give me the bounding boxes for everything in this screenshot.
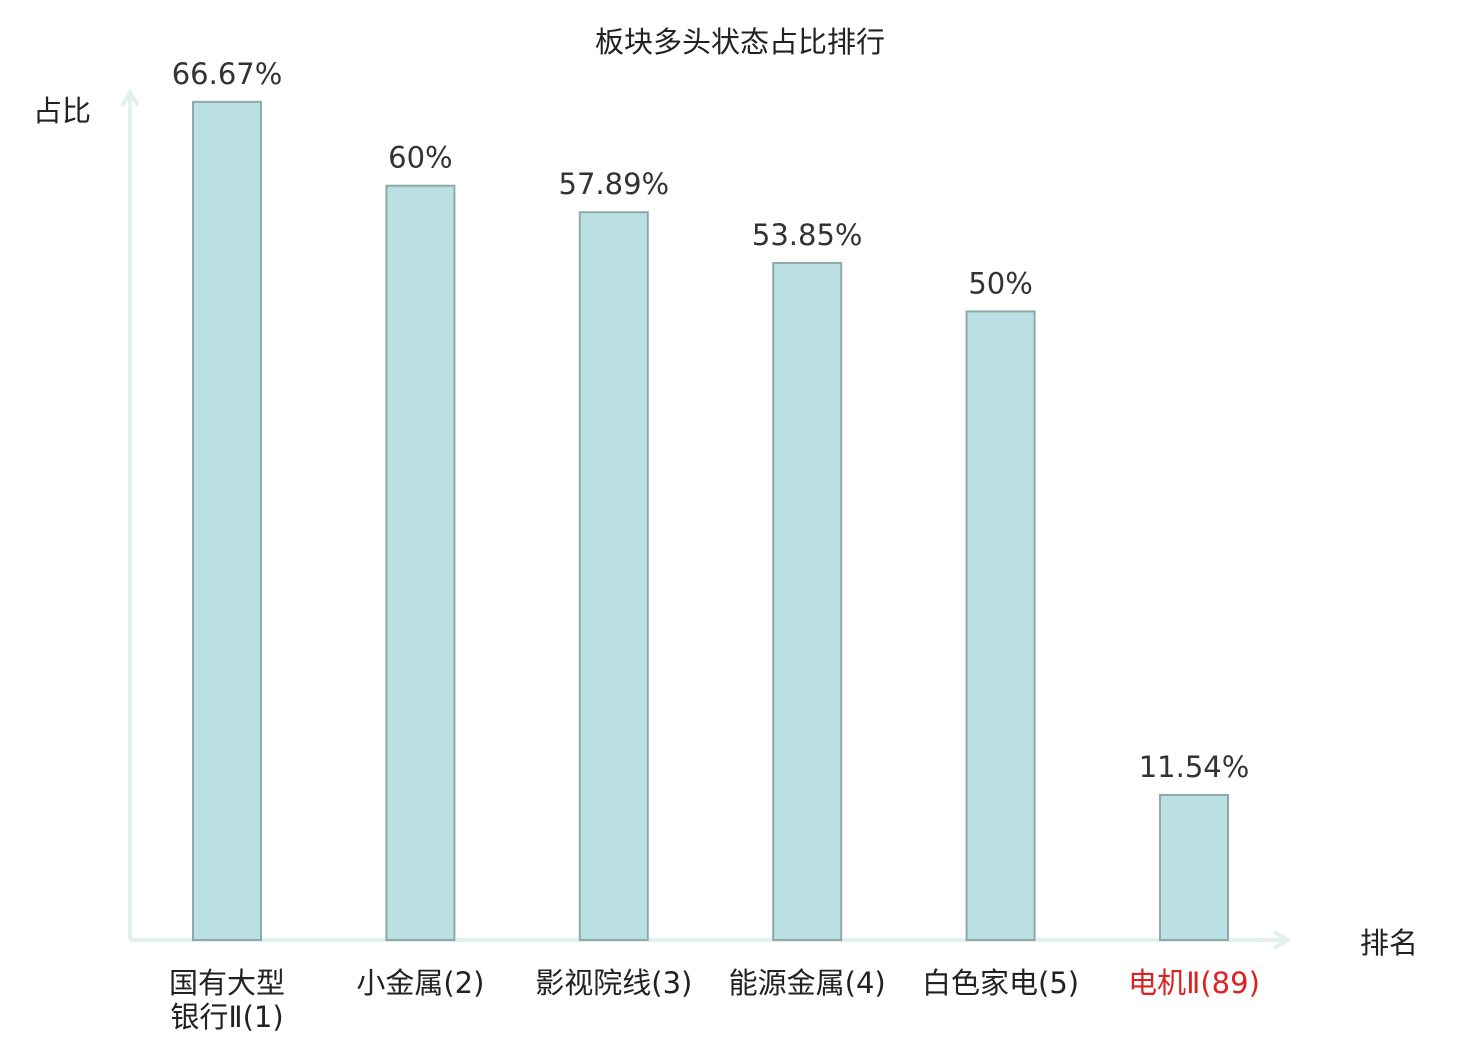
value-labels: 66.67% 60% 57.89% 53.85% 50% 11.54% xyxy=(172,57,1250,784)
x-axis-arrow xyxy=(1273,930,1293,950)
x-tick-label: 银行Ⅱ(1) xyxy=(170,1000,283,1034)
bar xyxy=(578,211,649,942)
data-label: 57.89% xyxy=(559,167,670,201)
x-tick-label: 影视院线(3) xyxy=(535,966,692,1000)
bar xyxy=(965,310,1036,941)
bars xyxy=(192,100,1229,942)
x-axis-label: 排名 xyxy=(1360,926,1418,960)
x-tick-label: 电机Ⅱ(89) xyxy=(1128,966,1260,1000)
chart-title: 板块多头状态占比排行 xyxy=(595,25,885,59)
y-axis-arrow xyxy=(120,87,140,107)
bar xyxy=(1159,793,1229,941)
x-tick-label: 能源金属(4) xyxy=(729,966,886,1000)
x-tick-label: 国有大型 xyxy=(169,966,285,1000)
bar xyxy=(385,184,456,941)
x-tick-label: 小金属(2) xyxy=(356,966,484,1000)
data-label: 60% xyxy=(388,141,452,175)
bar xyxy=(192,100,262,941)
axes xyxy=(120,87,1293,950)
bar xyxy=(772,262,843,941)
x-tick-label: 白色家电(5) xyxy=(922,966,1079,1000)
y-axis-label: 占比 xyxy=(33,94,91,128)
data-label: 50% xyxy=(968,266,1032,300)
data-label: 11.54% xyxy=(1139,750,1250,784)
data-label: 66.67% xyxy=(172,57,283,91)
data-label: 53.85% xyxy=(752,218,863,252)
